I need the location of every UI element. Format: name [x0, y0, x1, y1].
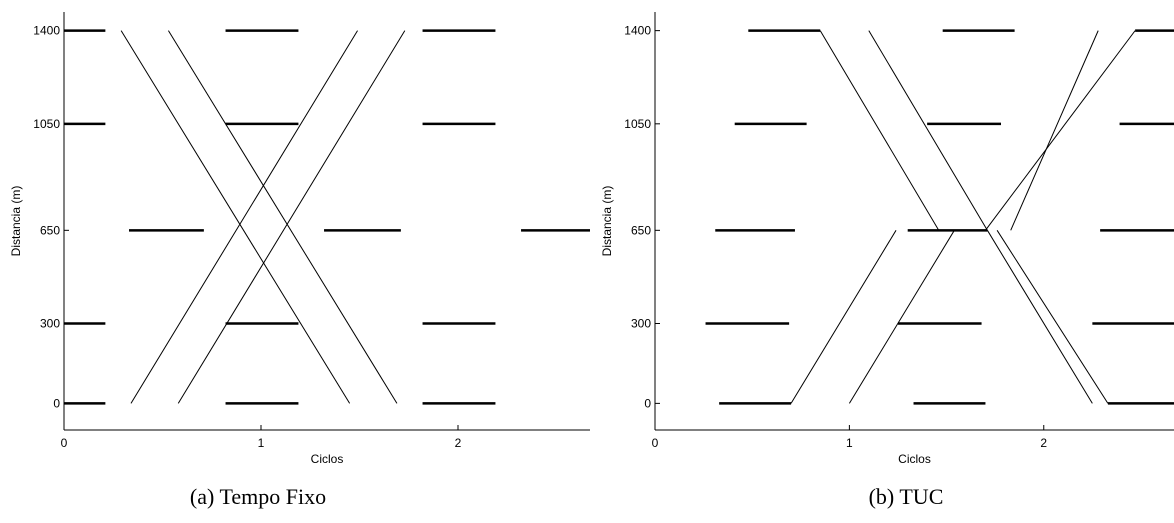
x-axis-label: Ciclos	[311, 452, 344, 466]
x-tick-label: 2	[1040, 436, 1047, 450]
trajectory-line	[819, 30, 940, 231]
x-tick-label: 1	[258, 436, 265, 450]
x-tick-label: 0	[652, 436, 659, 450]
trajectory-line	[167, 30, 398, 404]
y-axis-label: Distancia (m)	[600, 186, 614, 257]
trajectory-line	[985, 30, 1136, 231]
trajectory-line	[790, 230, 897, 404]
trajectory-line	[868, 30, 988, 231]
trajectory-line	[848, 230, 955, 404]
x-tick-label: 2	[455, 436, 462, 450]
y-tick-label: 300	[631, 317, 651, 331]
y-tick-label: 0	[644, 396, 651, 410]
trajectory-line	[986, 230, 1093, 404]
trajectory-line	[996, 230, 1109, 404]
y-tick-label: 1050	[624, 117, 651, 131]
y-tick-label: 300	[40, 317, 60, 331]
x-tick-label: 0	[61, 436, 68, 450]
y-tick-label: 1400	[624, 24, 651, 38]
trajectory-line	[1010, 30, 1099, 231]
trajectory-line	[120, 30, 351, 404]
panel-caption: (b) TUC	[869, 484, 944, 509]
y-tick-label: 0	[53, 396, 60, 410]
panel-caption: (a) Tempo Fixo	[190, 484, 326, 509]
x-tick-label: 1	[846, 436, 853, 450]
y-tick-label: 1050	[33, 117, 60, 131]
y-tick-label: 1400	[33, 24, 60, 38]
y-axis-label: Distancia (m)	[9, 186, 23, 257]
y-tick-label: 650	[631, 223, 651, 237]
x-axis-label: Ciclos	[898, 452, 931, 466]
y-tick-label: 650	[40, 223, 60, 237]
trajectory-line	[130, 30, 358, 404]
trajectory-line	[177, 30, 406, 404]
